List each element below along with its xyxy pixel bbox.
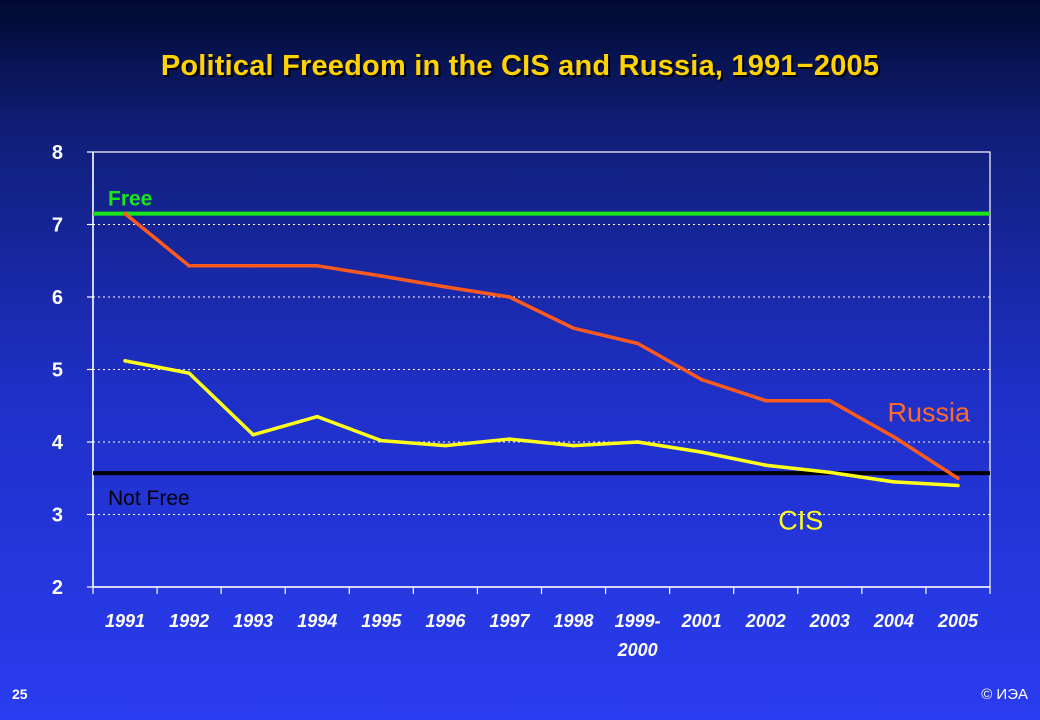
x-tick-label: 1996	[425, 611, 466, 631]
copyright-text: © ИЭА	[981, 686, 1028, 703]
data-point-russia	[187, 264, 191, 268]
data-point-cis	[699, 450, 704, 454]
series-label-cis: CIS	[778, 506, 823, 536]
x-tick-label: 2002	[745, 611, 786, 631]
y-tick-label: 8	[52, 142, 63, 164]
x-tick-label: 1992	[169, 611, 209, 631]
data-point-russia	[571, 326, 576, 330]
y-tick-label: 7	[52, 215, 63, 237]
data-point-cis	[828, 470, 832, 475]
y-tick-label: 3	[52, 505, 63, 527]
y-tick-labels: 2 3 4 5 6 7 8	[52, 142, 64, 599]
data-point-cis	[635, 440, 640, 444]
reference-line-label: Not Free	[108, 487, 190, 510]
y-tick-label: 2	[52, 577, 63, 599]
y-tick-label: 6	[52, 287, 63, 309]
data-point-russia	[828, 398, 832, 403]
reference-lines: Free Not Free	[93, 188, 990, 510]
data-point-cis	[123, 359, 127, 363]
data-point-cis	[315, 414, 320, 419]
data-point-russia	[763, 398, 768, 403]
series-line-russia	[123, 212, 959, 480]
plot-area-border	[92, 151, 991, 588]
data-point-cis	[571, 443, 576, 448]
series-lines	[123, 211, 960, 488]
data-point-russia	[507, 295, 512, 299]
data-point-russia	[699, 377, 704, 382]
series-label-russia: Russia	[887, 397, 971, 427]
data-point-russia	[892, 435, 896, 439]
series-labels: Russia CIS	[778, 397, 971, 535]
x-tick-labels: 1991 1992 1993 1994 1995 1996 1997 1998 1999- 200…	[105, 611, 979, 660]
series-line-cis	[124, 359, 959, 488]
x-tick-label: 2000	[617, 640, 658, 660]
data-point-cis	[187, 371, 191, 375]
data-point-russia	[315, 264, 320, 268]
axes	[87, 151, 991, 594]
x-tick-label: 1991	[105, 611, 145, 631]
data-point-cis	[892, 480, 896, 484]
data-point-cis	[379, 438, 384, 443]
data-point-cis	[443, 443, 448, 448]
x-tick-label: 1999-	[615, 611, 661, 631]
x-tick-label: 1994	[297, 611, 337, 631]
data-point-russia	[956, 476, 960, 481]
data-point-cis	[507, 437, 512, 441]
x-tick-label: 2004	[873, 611, 914, 631]
data-point-russia	[123, 211, 127, 216]
reference-line-label: Free	[108, 188, 152, 211]
x-tick-label: 1993	[233, 611, 273, 631]
data-point-russia	[443, 285, 448, 289]
y-tick-label: 5	[52, 360, 63, 382]
y-tick-label: 4	[52, 432, 64, 454]
x-tick-label: 1995	[361, 611, 402, 631]
x-tick-label: 2001	[681, 611, 722, 631]
x-tick-label: 2005	[937, 611, 979, 631]
x-tick-label: 1998	[554, 611, 594, 631]
data-point-cis	[251, 432, 255, 437]
x-tick-label: 2003	[809, 611, 850, 631]
chart-title: Political Freedom in the CIS and Russia,…	[160, 50, 880, 82]
x-tick-label: 1997	[489, 611, 530, 631]
data-point-russia	[635, 341, 640, 346]
data-point-cis	[956, 483, 960, 488]
data-point-russia	[379, 274, 384, 278]
gridlines	[93, 224, 990, 515]
data-point-cis	[763, 463, 768, 468]
page-number: 25	[12, 686, 28, 702]
data-point-russia	[251, 264, 255, 268]
